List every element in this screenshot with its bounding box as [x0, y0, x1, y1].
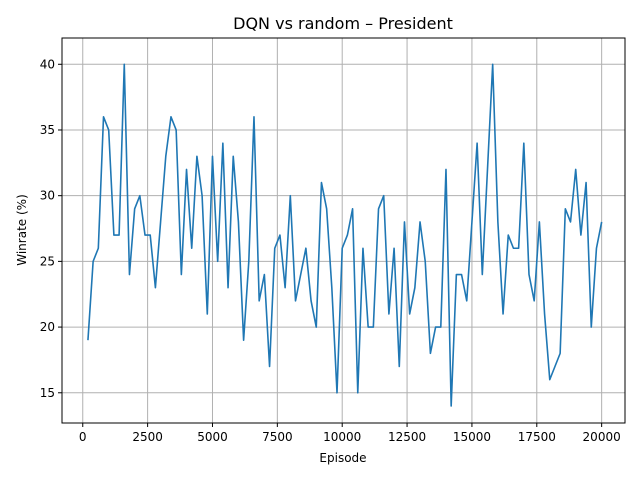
y-tick-label: 40 [40, 57, 55, 71]
y-tick-label: 35 [40, 123, 55, 137]
x-tick-label: 17500 [518, 430, 556, 444]
y-tick-label: 20 [40, 320, 55, 334]
x-tick-label: 10000 [323, 430, 361, 444]
x-tick-label: 0 [79, 430, 87, 444]
y-tick-label: 30 [40, 189, 55, 203]
x-tick-label: 5000 [197, 430, 228, 444]
y-axis: 15 20 25 30 35 40 [40, 57, 62, 400]
series-layer [87, 63, 603, 407]
x-tick-label: 7500 [262, 430, 293, 444]
x-tick-label: 2500 [132, 430, 163, 444]
x-tick-label: 12500 [388, 430, 426, 444]
y-tick-label: 15 [40, 386, 55, 400]
x-tick-label: 20000 [583, 430, 621, 444]
x-axis: 0 2500 5000 7500 10000 12500 15000 17500 20000 [79, 423, 621, 444]
series-line-0 [87, 63, 603, 407]
grid [62, 38, 625, 423]
x-tick-label: 15000 [453, 430, 491, 444]
chart-title: DQN vs random – President [233, 14, 453, 33]
plot-frame [61, 37, 626, 424]
y-tick-label: 25 [40, 254, 55, 268]
y-axis-label: Winrate (%) [15, 194, 29, 266]
x-axis-label: Episode [319, 451, 366, 465]
